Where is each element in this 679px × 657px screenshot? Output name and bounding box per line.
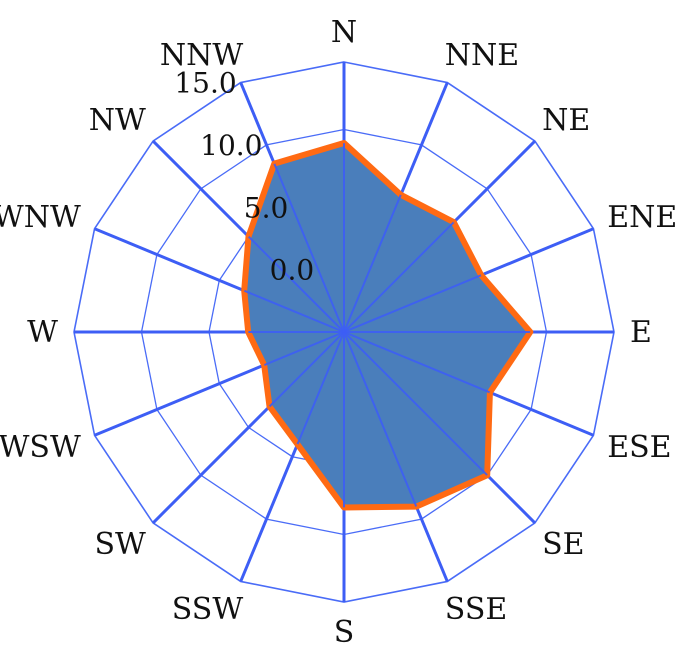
direction-label-n: N (331, 15, 357, 50)
point-nne (400, 194, 402, 196)
direction-label-nw: NW (89, 103, 146, 138)
tick-label: 15.0 (174, 67, 236, 100)
inner-spoke-wsw (263, 331, 345, 367)
point-ese (489, 391, 491, 393)
inner-spoke-sse (343, 331, 418, 507)
direction-label-nnw: NNW (160, 38, 244, 73)
direction-label-e: E (630, 315, 652, 350)
point-ne (453, 221, 455, 223)
inner-spoke-se (343, 331, 488, 476)
point-w (247, 331, 249, 333)
tick-label: 5.0 (244, 191, 289, 224)
tick-label: 0.0 (270, 254, 315, 287)
inner-spoke-nw (247, 235, 345, 333)
direction-labels: N NNE NE ENE E ESE SE SSE S SSW SW WSW W WNW NW NNW (0, 15, 677, 650)
series-area (241, 140, 534, 511)
tick-label: 10.0 (200, 129, 262, 162)
inner-spoke-nne (343, 194, 402, 333)
inner-spoke-sw (268, 331, 345, 408)
point-wnw (243, 290, 245, 292)
point-n (343, 142, 345, 144)
inner-spoke-wnw (243, 289, 345, 333)
direction-label-se: SE (542, 527, 584, 562)
point-nw (248, 236, 249, 237)
inner-spoke-ene (343, 274, 482, 333)
direction-label-sw: SW (95, 527, 147, 562)
point-nnw (273, 163, 275, 165)
point-ssw (297, 443, 298, 445)
inner-spoke-nnw (273, 163, 345, 333)
direction-label-wsw: WSW (0, 430, 81, 465)
direction-label-ssw: SSW (172, 592, 244, 627)
point-sse (415, 506, 417, 508)
inner-spoke-ese (343, 331, 491, 394)
point-wsw (263, 364, 265, 366)
direction-label-sse: SSE (445, 592, 507, 627)
direction-label-ese: ESE (607, 430, 671, 465)
direction-label-w: W (27, 315, 58, 350)
direction-label-ne: NE (542, 103, 590, 138)
inner-spoke-ne (343, 221, 455, 333)
radial-tick-labels: 0.0 5.0 10.0 15.0 (174, 67, 314, 287)
direction-label-wnw: WNW (0, 200, 81, 235)
point-se (486, 474, 488, 476)
point-e (529, 331, 531, 333)
point-s (343, 507, 345, 508)
direction-label-s: S (334, 615, 355, 650)
direction-label-ene: ENE (607, 200, 677, 235)
inner-spoke-ssw (296, 331, 345, 445)
direction-label-nne: NNE (445, 38, 519, 73)
point-ene (480, 274, 482, 276)
point-sw (269, 406, 270, 407)
